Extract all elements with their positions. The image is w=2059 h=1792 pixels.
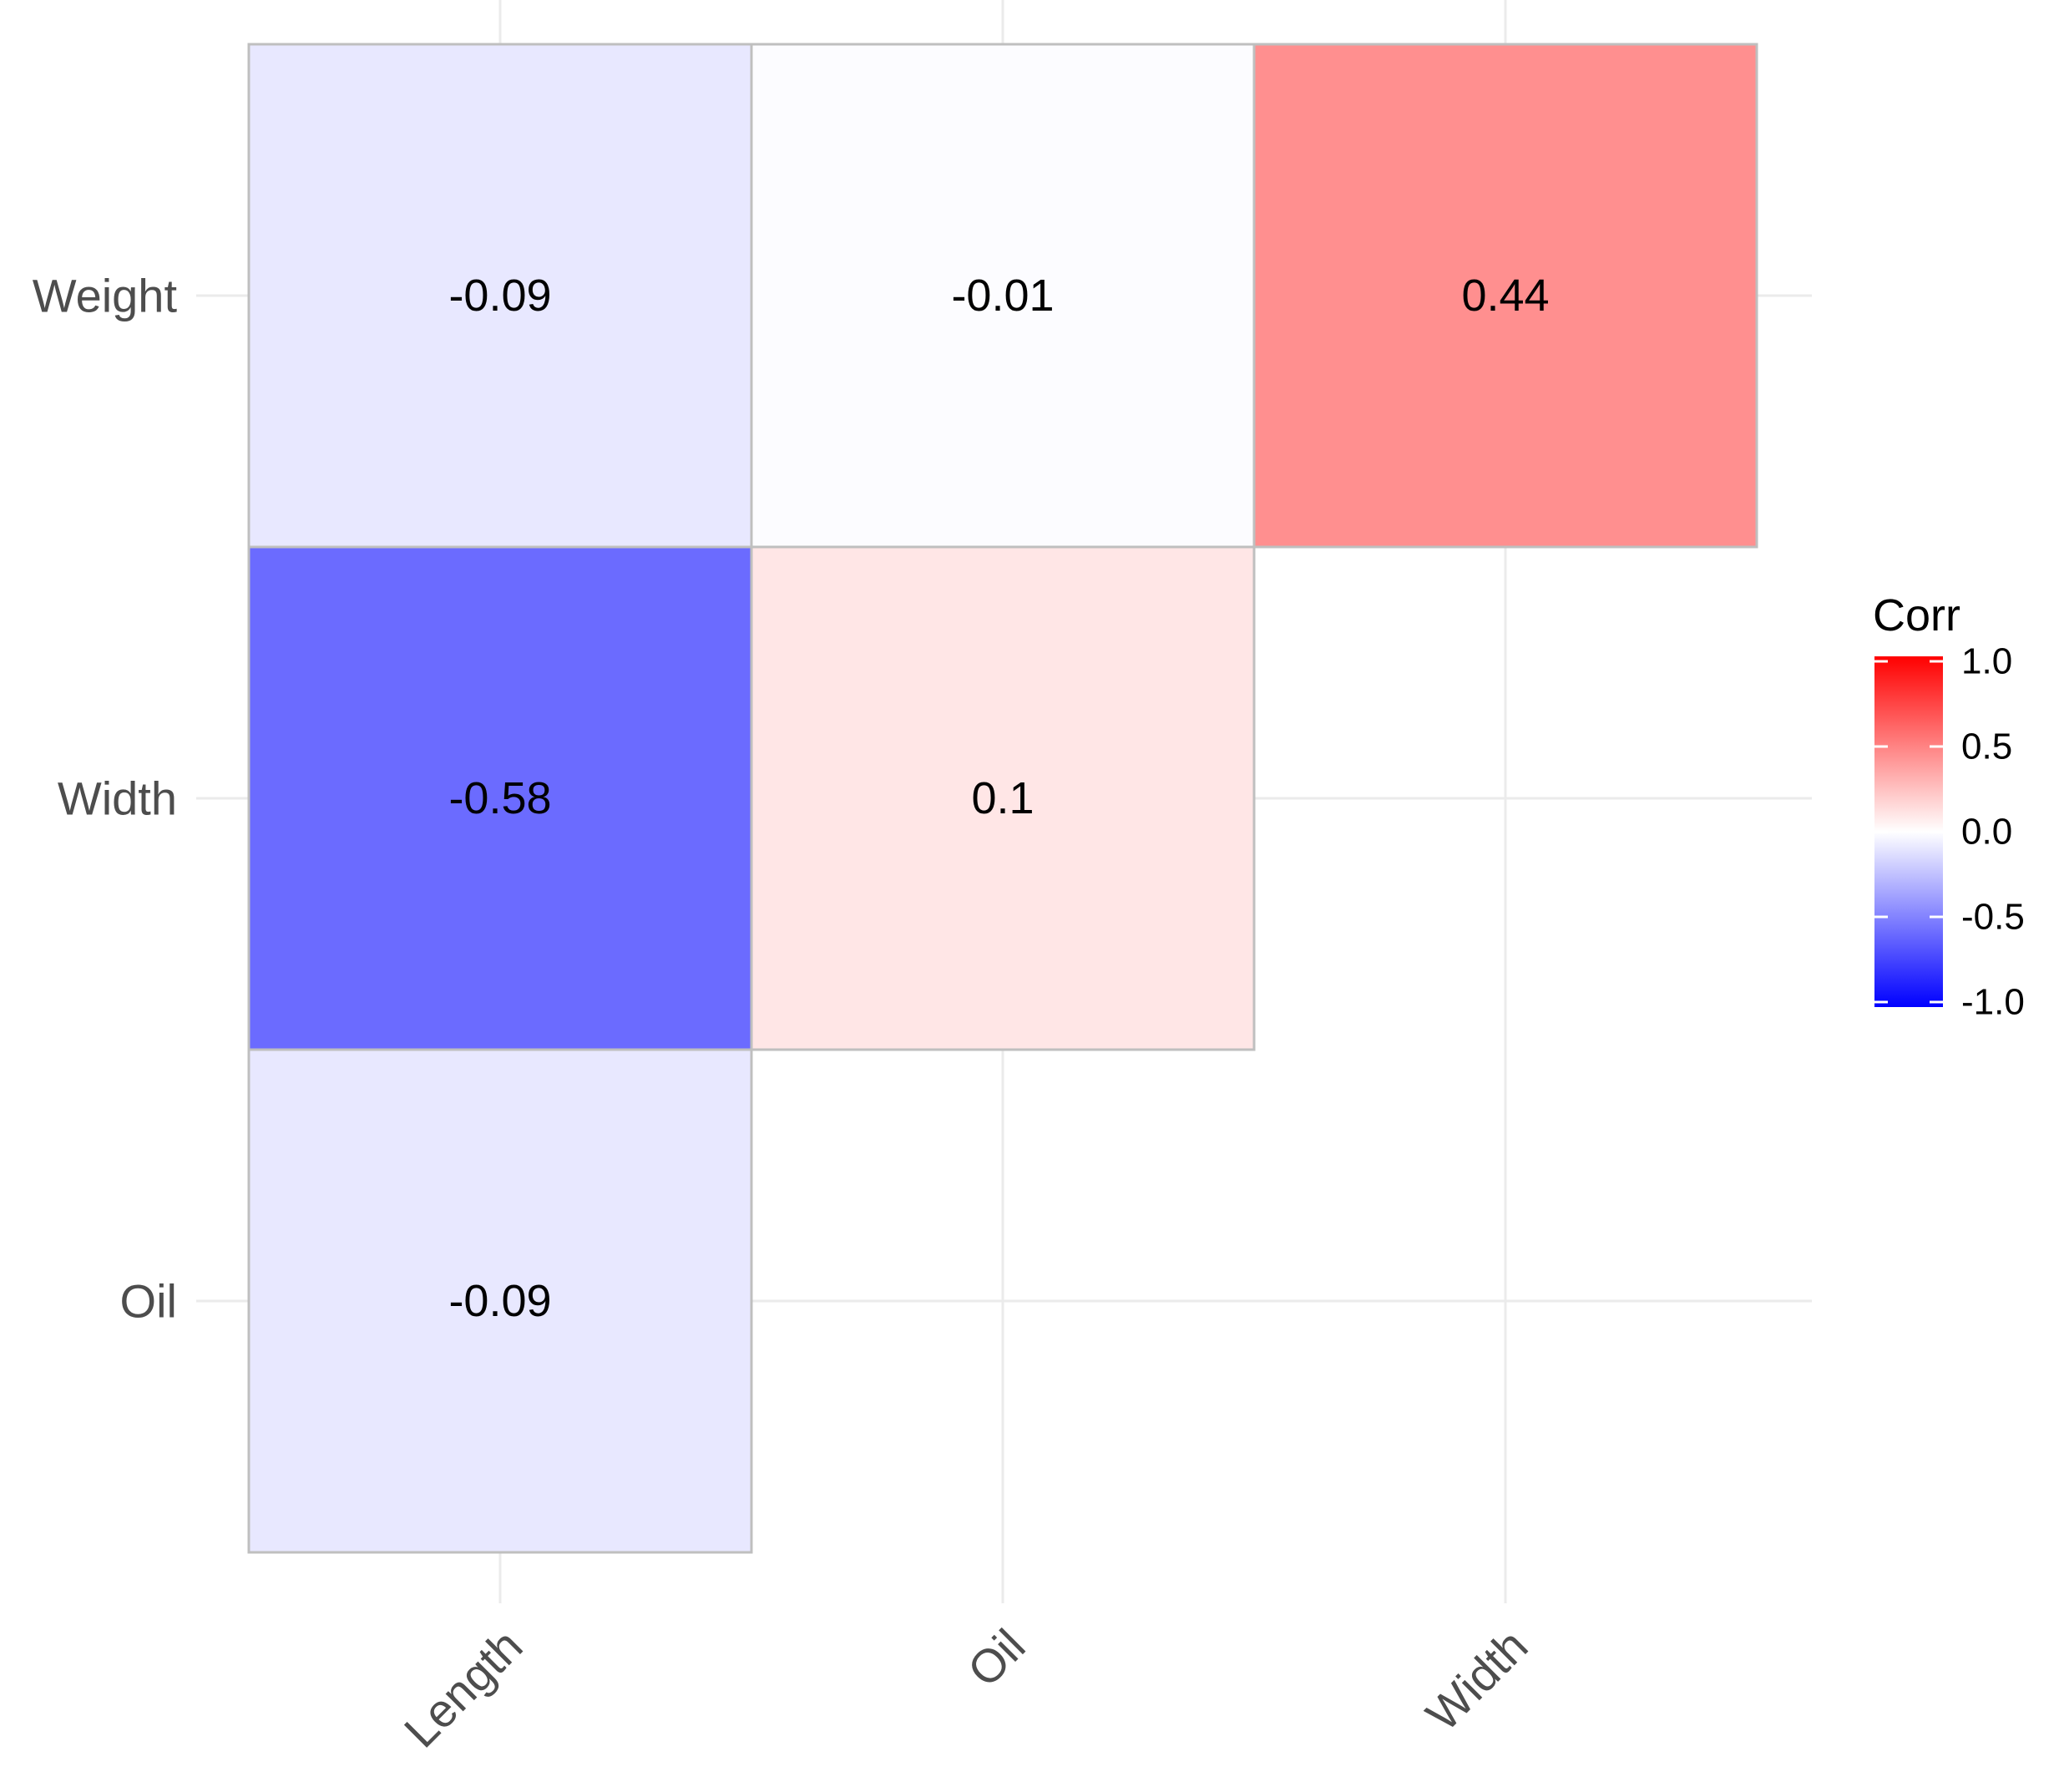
heatmap-cells	[247, 43, 1758, 1554]
cell-value-label: -0.58	[448, 773, 551, 823]
legend-ticks: 1.0 0.5 0.0 -0.5 -1.0	[1874, 641, 2025, 1023]
y-tick-label-width: Width	[58, 772, 177, 825]
heatmap-cell-oil-width	[750, 545, 1256, 1051]
cell-value-label: -0.09	[448, 271, 551, 321]
legend-title: Corr	[1873, 590, 1960, 640]
cell-value-label: 0.1	[971, 773, 1034, 823]
heatmap-cell-width-weight	[1252, 43, 1758, 549]
cell-value-label: -0.09	[448, 1276, 551, 1326]
legend-tick-label: 1.0	[1961, 641, 2012, 682]
axis-ticks	[199, 294, 1507, 1603]
x-tick-label-oil: Oil	[958, 1619, 1035, 1697]
heatmap-cell-labels: -0.09 -0.01 0.44 -0.58 0.1 -0.09	[448, 271, 1549, 1326]
legend-tick-label: 0.5	[1961, 726, 2012, 767]
y-tick-label-weight: Weight	[33, 270, 178, 322]
legend-tick-label: -1.0	[1961, 982, 2025, 1023]
x-axis-labels: Length Oil Width	[394, 1619, 1538, 1758]
legend-tick-label: -0.5	[1961, 897, 2025, 938]
color-legend: Corr 1.0 0.5 0.0 -0.5 -1.0	[1873, 590, 2025, 1023]
x-tick-label-width: Width	[1416, 1619, 1538, 1741]
cell-value-label: -0.01	[951, 271, 1054, 321]
heatmap-cell-length-weight	[247, 43, 753, 549]
y-axis-labels: Oil Width Weight	[33, 270, 178, 1328]
x-tick-label-length: Length	[394, 1619, 533, 1758]
cell-value-label: 0.44	[1461, 271, 1549, 321]
legend-tick-label: 0.0	[1961, 812, 2012, 853]
heatmap-cell-length-oil	[247, 1048, 753, 1554]
y-tick-label-oil: Oil	[120, 1275, 177, 1328]
heatmap-cell-length-width	[247, 545, 753, 1051]
